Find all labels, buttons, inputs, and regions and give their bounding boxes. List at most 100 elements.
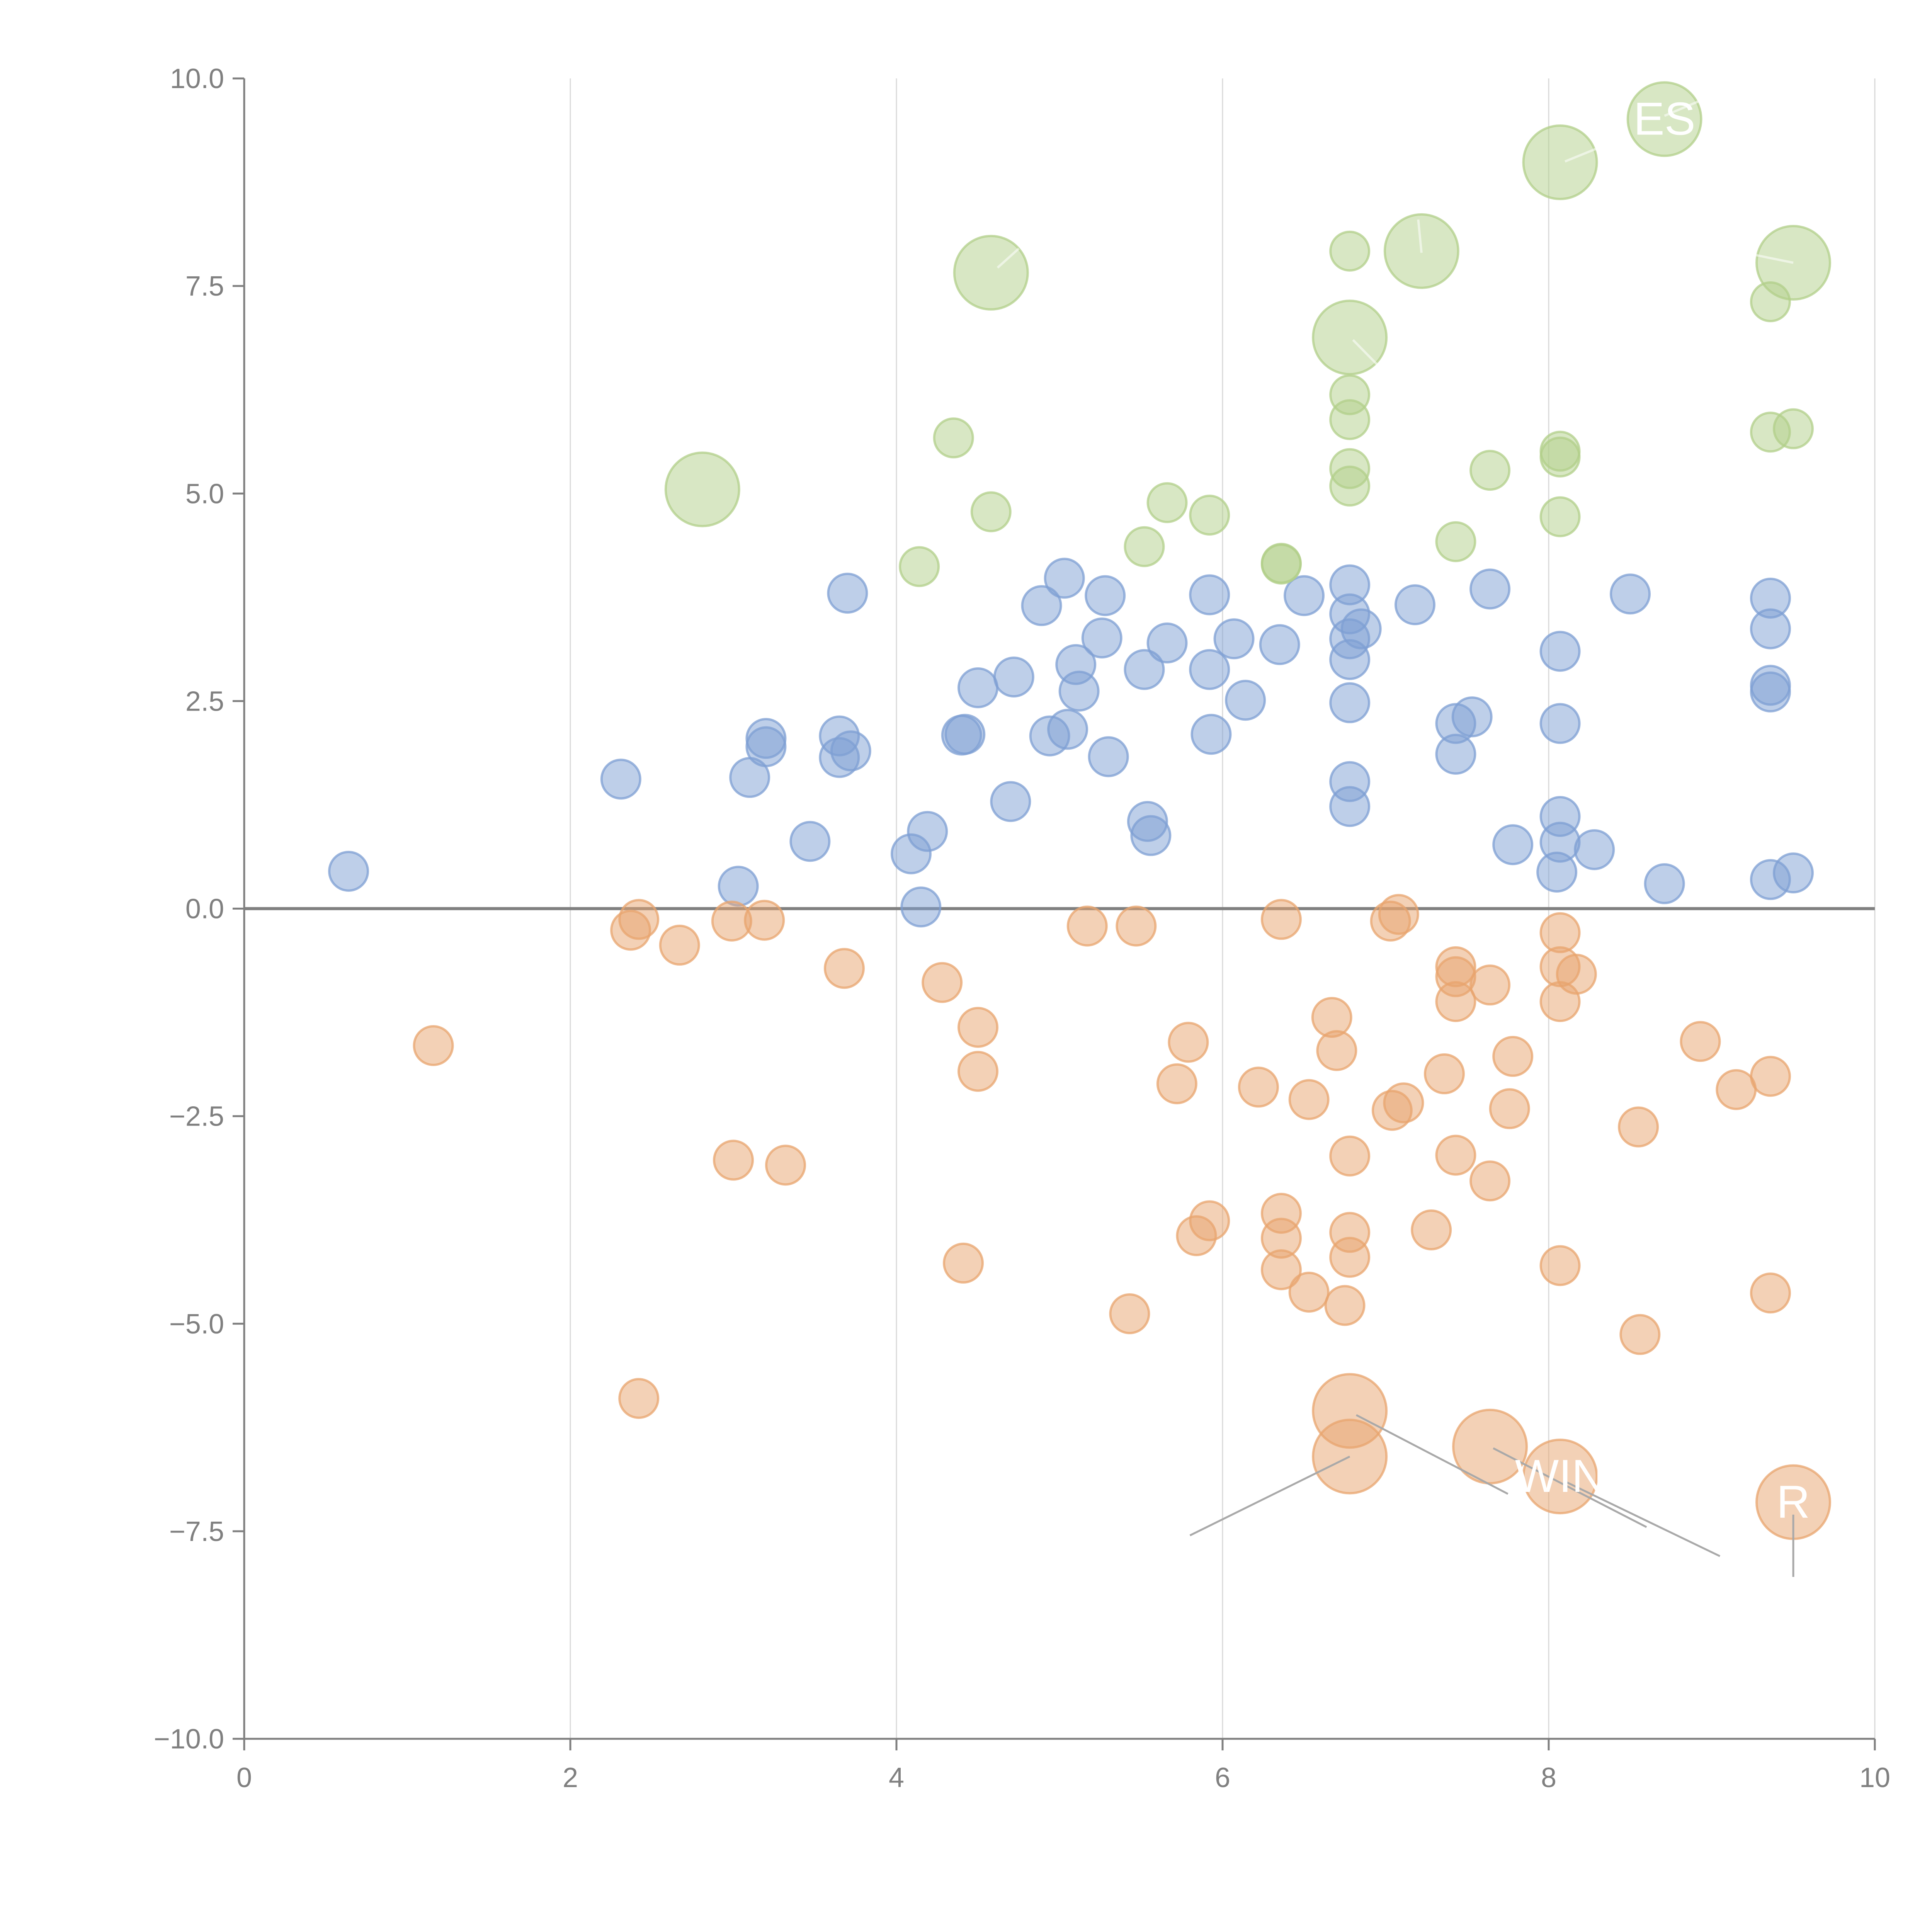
data-point-orange [1260,1249,1302,1291]
data-point-green [1329,465,1371,507]
data-point-orange [1109,1293,1150,1334]
data-point-blue [1394,584,1435,626]
y-tick-label: 7.5 [185,271,224,302]
data-point-orange [1288,1272,1330,1313]
data-point-blue [1130,815,1172,856]
data-point-blue [957,667,998,708]
x-tick-label: 10 [1859,1762,1890,1793]
leader-line [1417,219,1423,253]
data-point-orange [1618,1106,1659,1148]
data-point-orange [1619,1314,1661,1355]
data-point-blue [827,573,868,614]
data-point-blue [1435,733,1476,775]
data-point-blue [328,850,369,892]
data-point-orange [1189,1200,1230,1242]
data-point-orange [1383,1082,1424,1124]
data-point-orange [1316,1030,1357,1071]
data-point-orange [1066,905,1108,947]
data-point-green [1329,230,1371,272]
data-point-orange [618,1378,660,1419]
data-point-orange [957,1051,998,1092]
y-tick-label: −7.5 [169,1516,224,1547]
data-point-blue [1085,575,1126,616]
point-label: R [1777,1476,1810,1528]
data-point-orange [1116,905,1157,947]
data-point-blue [1284,575,1325,616]
leader-line [1352,339,1379,366]
data-point-blue [1225,680,1266,721]
data-point-blue [1047,709,1088,750]
data-point-blue [1088,736,1129,777]
data-point-orange [1452,1408,1528,1485]
data-point-orange [413,1025,454,1066]
point-label: WIN [1515,1450,1605,1502]
data-point-orange [1539,912,1581,953]
data-point-blue [993,656,1034,698]
data-point-green [933,417,974,459]
data-point-blue [1469,568,1511,610]
data-point-orange [823,948,865,989]
leader-line [1565,1480,1721,1557]
data-point-orange [765,1145,806,1186]
data-point-blue [1329,682,1371,723]
y-tick-label: 0.0 [185,894,224,925]
y-tick-label: −2.5 [169,1101,224,1132]
data-point-orange [1522,1439,1598,1515]
data-point-blue [1190,714,1232,755]
data-point-blue [1044,558,1085,599]
x-tick-label: 8 [1541,1762,1556,1793]
data-point-green [1146,482,1188,523]
data-point-blue [900,886,942,928]
data-point-orange [1238,1066,1279,1108]
data-point-green [970,491,1012,532]
data-point-orange [1492,1036,1534,1077]
data-point-orange [1423,1053,1465,1095]
data-point-green [1260,543,1302,585]
leader-line [1565,144,1606,163]
data-point-orange [1750,1272,1791,1314]
data-point-orange [1324,1285,1366,1326]
data-point-orange [1539,1245,1581,1286]
data-point-blue [1539,703,1581,744]
data-point-blue [718,866,759,907]
data-point-blue [1189,649,1230,690]
data-point-orange [1329,1135,1371,1177]
data-point-blue [1610,573,1651,615]
x-tick-label: 6 [1215,1762,1230,1793]
y-tick-label: 5.0 [185,478,224,509]
x-tick-label: 0 [236,1762,252,1793]
data-point-blue [1539,631,1581,672]
data-point-orange [659,925,700,966]
data-point-orange [1288,1079,1330,1120]
data-point-blue [789,821,831,862]
data-point-orange [1556,954,1597,995]
data-point-orange [1329,1236,1371,1278]
data-point-blue [1189,574,1230,616]
data-point-green [1522,124,1598,200]
y-axis-ticks: 10.0 7.5 5.0 2.5 0.0 −2.5 −5.0 −7.5 −10.0 [154,63,244,1755]
data-point-blue [1773,852,1814,894]
point-label: ES [1634,93,1696,145]
data-point-orange [1680,1021,1721,1062]
data-point-orange [943,1242,984,1284]
data-point-orange [1469,1160,1511,1202]
data-point-orange [1750,1056,1791,1097]
leader-line [997,248,1020,269]
data-point-orange [957,1007,998,1048]
data-point-green [1189,495,1230,536]
data-point-blue [1574,829,1615,870]
data-point-green [1539,496,1581,537]
x-tick-label: 4 [889,1762,904,1793]
data-point-orange [1435,981,1476,1022]
data-point-blue [1081,617,1122,659]
data-point-orange [1260,899,1302,940]
data-point-blue [1146,622,1188,663]
leader-line [1189,1456,1350,1536]
data-point-blue [1259,624,1300,665]
data-point-blue [600,759,641,800]
data-point-blue [1451,696,1493,738]
data-point-blue [944,714,986,755]
data-point-blue [990,781,1031,822]
data-point-green [1626,81,1702,157]
